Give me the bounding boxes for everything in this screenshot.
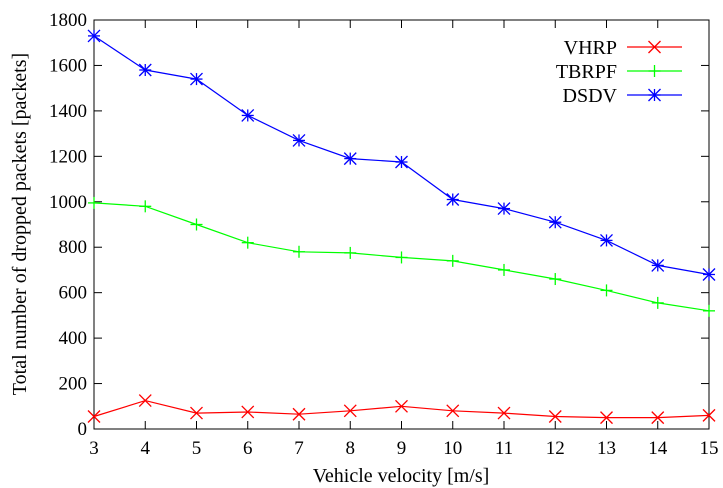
- legend-marker-dsdv: [648, 88, 661, 102]
- x-tick-label: 15: [700, 438, 719, 459]
- data-point-dsdv: [138, 63, 152, 77]
- x-tick-label: 11: [495, 438, 513, 459]
- series-layer: [87, 29, 716, 425]
- legend-marker-vhrp: [648, 40, 661, 54]
- data-point-vhrp: [446, 404, 460, 418]
- data-point-vhrp: [395, 399, 408, 413]
- data-point-tbrpf: [395, 251, 408, 264]
- marker-stroke: [548, 410, 562, 423]
- data-point-dsdv: [497, 202, 511, 216]
- data-point-dsdv: [190, 72, 203, 86]
- x-tick-label: 10: [443, 438, 462, 459]
- data-point-vhrp: [548, 410, 562, 423]
- x-tick-label: 3: [89, 438, 99, 459]
- marker-stroke: [702, 408, 716, 422]
- y-tick-label: 1800: [49, 10, 87, 31]
- data-point-dsdv: [241, 108, 255, 122]
- data-point-dsdv: [292, 133, 306, 147]
- x-tick-label: 13: [597, 438, 616, 459]
- data-point-vhrp: [138, 394, 152, 408]
- data-point-dsdv: [702, 268, 716, 281]
- y-tick-label: 600: [59, 283, 88, 304]
- data-point-vhrp: [292, 407, 306, 421]
- legend-marker-tbrpf: [648, 65, 661, 77]
- data-point-vhrp: [190, 406, 203, 420]
- data-point-tbrpf: [139, 200, 152, 213]
- y-tick-label: 1600: [49, 55, 87, 76]
- marker-stroke: [87, 410, 101, 423]
- data-point-tbrpf: [651, 296, 664, 309]
- marker-stroke: [651, 411, 665, 425]
- data-point-dsdv: [343, 152, 357, 166]
- data-point-dsdv: [548, 215, 562, 229]
- marker-stroke: [190, 406, 203, 420]
- data-point-tbrpf: [549, 273, 562, 286]
- x-axis-ticks: 3 4 5 6 7 8 9 10 11 12 13 14 15: [89, 20, 719, 459]
- y-tick-label: 400: [59, 328, 88, 349]
- data-point-dsdv: [87, 29, 101, 43]
- data-point-vhrp: [497, 406, 511, 420]
- x-tick-label: 6: [243, 438, 253, 459]
- legend-label-dsdv: DSDV: [563, 85, 618, 107]
- data-point-tbrpf: [344, 246, 357, 259]
- data-point-dsdv: [651, 258, 665, 272]
- data-point-tbrpf: [293, 245, 305, 258]
- data-point-tbrpf: [703, 304, 715, 317]
- data-point-tbrpf: [241, 236, 254, 249]
- y-tick-label: 1200: [49, 146, 87, 167]
- data-point-vhrp: [343, 404, 357, 418]
- y-tick-label: 0: [78, 419, 88, 440]
- data-point-tbrpf: [190, 218, 203, 231]
- y-tick-label: 200: [59, 374, 88, 395]
- legend-label-tbrpf: TBRPF: [556, 61, 617, 83]
- y-axis-title: Total number of dropped packets [packets…: [9, 53, 31, 395]
- data-point-dsdv: [395, 155, 408, 169]
- marker-stroke: [395, 399, 408, 413]
- x-axis-title: Vehicle velocity [m/s]: [313, 465, 490, 487]
- x-tick-label: 5: [192, 438, 202, 459]
- data-point-vhrp: [241, 405, 255, 419]
- marker-stroke: [600, 411, 613, 425]
- y-axis-ticks: 0 200 400 600 800 1000 1200 1400 1600 1800: [49, 10, 709, 440]
- marker-stroke: [292, 407, 306, 421]
- marker-stroke: [138, 394, 152, 408]
- marker-stroke: [241, 405, 255, 419]
- data-point-tbrpf: [600, 284, 613, 297]
- y-tick-label: 1000: [49, 192, 87, 213]
- marker-stroke: [446, 404, 460, 418]
- data-point-vhrp: [600, 411, 613, 425]
- y-tick-label: 1400: [49, 101, 87, 122]
- marker-stroke: [648, 40, 661, 54]
- y-tick-label: 800: [59, 237, 88, 258]
- data-point-tbrpf: [498, 263, 510, 276]
- x-tick-label: 4: [141, 438, 151, 459]
- x-tick-label: 8: [346, 438, 356, 459]
- x-tick-label: 7: [294, 438, 304, 459]
- x-tick-label: 12: [546, 438, 565, 459]
- data-point-vhrp: [651, 411, 665, 425]
- series-line-vhrp: [93, 399, 710, 419]
- data-point-tbrpf: [88, 196, 100, 209]
- marker-stroke: [497, 406, 511, 420]
- data-point-dsdv: [600, 233, 613, 247]
- marker-stroke: [343, 404, 357, 418]
- x-tick-label: 9: [397, 438, 407, 459]
- data-point-vhrp: [87, 410, 101, 423]
- x-tick-label: 14: [648, 438, 668, 459]
- data-point-vhrp: [702, 408, 716, 422]
- legend-label-vhrp: VHRP: [564, 37, 617, 59]
- data-point-tbrpf: [446, 254, 459, 267]
- data-point-dsdv: [446, 193, 460, 206]
